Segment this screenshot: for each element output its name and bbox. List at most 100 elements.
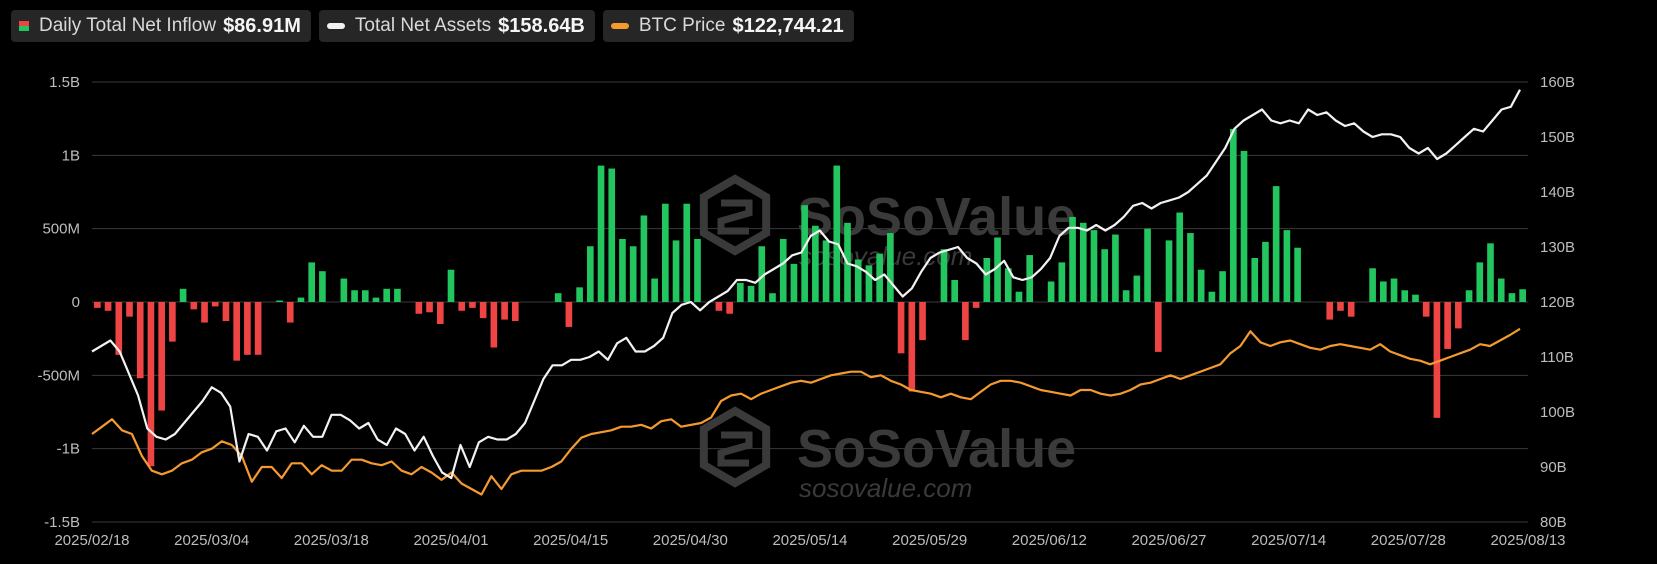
- inflow-bar[interactable]: [1058, 262, 1066, 302]
- inflow-bar[interactable]: [1508, 293, 1516, 302]
- inflow-bar[interactable]: [1165, 240, 1173, 302]
- inflow-bar[interactable]: [436, 302, 444, 324]
- inflow-bar[interactable]: [190, 302, 198, 310]
- inflow-bar[interactable]: [683, 203, 691, 302]
- inflow-bar[interactable]: [233, 302, 240, 361]
- inflow-bar[interactable]: [276, 300, 283, 302]
- inflow-bar[interactable]: [244, 302, 251, 355]
- inflow-bar[interactable]: [1401, 290, 1409, 302]
- inflow-bar[interactable]: [1487, 243, 1494, 302]
- inflow-bar[interactable]: [747, 285, 755, 302]
- inflow-bar[interactable]: [822, 240, 830, 302]
- inflow-bar[interactable]: [812, 225, 819, 302]
- inflow-bar[interactable]: [940, 249, 948, 302]
- inflow-bar[interactable]: [319, 271, 326, 302]
- inflow-bar[interactable]: [1337, 302, 1344, 311]
- inflow-bar[interactable]: [1465, 290, 1473, 302]
- inflow-bar[interactable]: [1519, 289, 1526, 302]
- inflow-bar[interactable]: [629, 246, 637, 302]
- inflow-bar[interactable]: [1251, 258, 1259, 302]
- inflow-bar[interactable]: [394, 288, 401, 302]
- inflow-bar[interactable]: [662, 203, 669, 302]
- inflow-bar[interactable]: [1101, 249, 1109, 302]
- inflow-bar[interactable]: [983, 258, 991, 302]
- inflow-bar[interactable]: [554, 293, 562, 302]
- inflow-bar[interactable]: [115, 302, 123, 355]
- inflow-bar[interactable]: [619, 238, 626, 302]
- inflow-bar[interactable]: [1208, 291, 1216, 302]
- inflow-bar[interactable]: [1154, 302, 1162, 352]
- inflow-bar[interactable]: [169, 302, 176, 342]
- inflow-bar[interactable]: [1122, 290, 1130, 302]
- inflow-bar[interactable]: [1497, 278, 1505, 302]
- inflow-bar[interactable]: [426, 302, 433, 313]
- inflow-bar[interactable]: [1262, 241, 1269, 302]
- inflow-bar[interactable]: [651, 278, 658, 302]
- inflow-bar[interactable]: [1455, 302, 1462, 329]
- inflow-bar[interactable]: [597, 165, 605, 302]
- inflow-bar[interactable]: [672, 240, 680, 302]
- inflow-bar[interactable]: [608, 168, 616, 302]
- inflow-bar[interactable]: [779, 238, 787, 302]
- inflow-bar[interactable]: [715, 302, 723, 311]
- inflow-bar[interactable]: [179, 288, 187, 302]
- inflow-bar[interactable]: [640, 215, 648, 302]
- legend-btc[interactable]: BTC Price $122,744.21: [602, 10, 854, 42]
- inflow-bar[interactable]: [737, 282, 744, 302]
- inflow-bar[interactable]: [576, 287, 583, 302]
- inflow-bar[interactable]: [1229, 128, 1237, 302]
- inflow-bar[interactable]: [147, 302, 155, 467]
- inflow-bar[interactable]: [1069, 216, 1076, 302]
- inflow-bar[interactable]: [1422, 302, 1430, 317]
- inflow-bar[interactable]: [1112, 234, 1119, 302]
- inflow-bar[interactable]: [126, 302, 133, 317]
- inflow-bar[interactable]: [1015, 291, 1023, 302]
- inflow-bar[interactable]: [1476, 262, 1484, 302]
- inflow-bar[interactable]: [769, 293, 776, 302]
- inflow-bar[interactable]: [94, 302, 101, 308]
- inflow-bar[interactable]: [447, 269, 455, 302]
- inflow-bar[interactable]: [469, 302, 476, 308]
- inflow-bar[interactable]: [361, 290, 369, 302]
- inflow-bar[interactable]: [758, 246, 766, 302]
- inflow-bar[interactable]: [511, 302, 519, 322]
- legend-inflow[interactable]: Daily Total Net Inflow $86.91M: [11, 10, 311, 42]
- inflow-bar[interactable]: [1380, 281, 1387, 302]
- inflow-bar[interactable]: [1144, 228, 1151, 302]
- inflow-bar[interactable]: [951, 280, 958, 302]
- inflow-bar[interactable]: [1240, 150, 1248, 302]
- inflow-bar[interactable]: [490, 302, 498, 348]
- inflow-bar[interactable]: [383, 288, 391, 302]
- inflow-bar[interactable]: [1294, 247, 1301, 302]
- inflow-bar[interactable]: [972, 302, 980, 308]
- inflow-bar[interactable]: [1444, 302, 1451, 349]
- inflow-bar[interactable]: [308, 262, 316, 302]
- inflow-bar[interactable]: [1079, 222, 1087, 302]
- inflow-bar[interactable]: [865, 265, 873, 302]
- inflow-bar[interactable]: [415, 302, 423, 314]
- inflow-bar[interactable]: [1369, 268, 1376, 302]
- inflow-bar[interactable]: [1326, 302, 1334, 320]
- inflow-bar[interactable]: [897, 302, 905, 354]
- inflow-bar[interactable]: [908, 302, 916, 392]
- inflow-bar[interactable]: [1047, 281, 1055, 302]
- inflow-bar[interactable]: [1412, 294, 1419, 302]
- legend-assets[interactable]: Total Net Assets $158.64B: [318, 10, 595, 42]
- inflow-bar[interactable]: [1390, 278, 1398, 302]
- inflow-bar[interactable]: [222, 302, 230, 322]
- inflow-bar[interactable]: [297, 297, 305, 302]
- inflow-bar[interactable]: [1272, 186, 1280, 302]
- inflow-bar[interactable]: [694, 238, 701, 302]
- inflow-bar[interactable]: [790, 263, 798, 302]
- inflow-bar[interactable]: [854, 259, 862, 302]
- inflow-bar[interactable]: [726, 302, 733, 314]
- inflow-bar[interactable]: [1219, 271, 1226, 302]
- total-net-assets-line[interactable]: [91, 89, 1521, 480]
- inflow-bar[interactable]: [158, 302, 165, 411]
- inflow-bar[interactable]: [458, 302, 466, 311]
- btc-price-line[interactable]: [91, 327, 1521, 496]
- inflow-bar[interactable]: [501, 302, 508, 320]
- inflow-bar[interactable]: [1433, 302, 1441, 418]
- inflow-bar[interactable]: [1004, 268, 1012, 302]
